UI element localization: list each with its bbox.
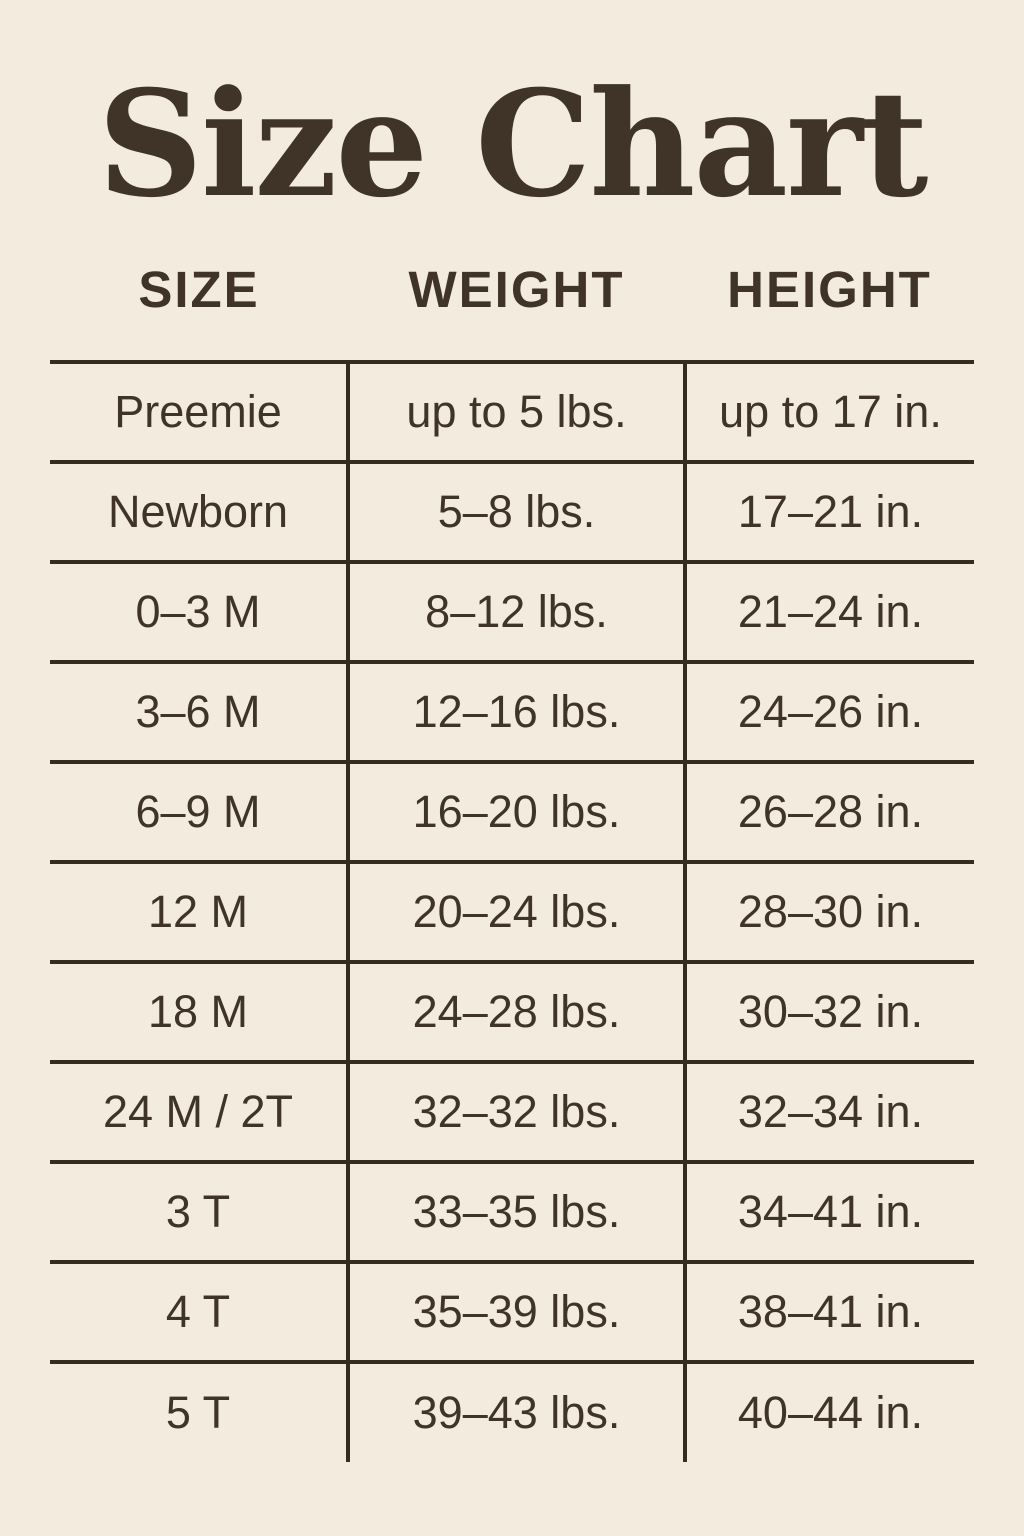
table-row: 3–6 M 12–16 lbs. 24–26 in.	[50, 662, 974, 762]
page-title: Size Chart	[97, 59, 929, 230]
weight-cell: 20–24 lbs.	[346, 862, 687, 962]
height-cell: 38–41 in.	[737, 1286, 924, 1337]
size-cell: Newborn	[107, 486, 289, 537]
size-cell: 12 M	[147, 886, 249, 937]
header-row: SIZE WEIGHT HEIGHT	[50, 218, 974, 362]
height-cell: 30–32 in.	[737, 986, 924, 1037]
height-cell: 21–24 in.	[737, 586, 924, 637]
height-cell: 34–41 in.	[737, 1186, 924, 1237]
table-header: SIZE WEIGHT HEIGHT	[50, 218, 974, 362]
height-cell: 40–44 in.	[737, 1387, 924, 1438]
size-cell: 18 M	[147, 986, 249, 1037]
size-cell: 3–6 M	[135, 686, 261, 737]
weight-cell: 8–12 lbs.	[346, 562, 687, 662]
table-row: 12 M 20–24 lbs. 28–30 in.	[50, 862, 974, 962]
table-row: 3 T 33–35 lbs. 34–41 in.	[50, 1162, 974, 1262]
size-cell: 24 M / 2T	[102, 1086, 294, 1137]
table-row: 24 M / 2T 32–32 lbs. 32–34 in.	[50, 1062, 974, 1162]
height-cell: 24–26 in.	[737, 686, 924, 737]
size-chart-table: SIZE WEIGHT HEIGHT Preemie up to 5 lbs. up…	[50, 218, 974, 1462]
size-cell: 4 T	[165, 1286, 231, 1337]
table-row: 0–3 M 8–12 lbs. 21–24 in.	[50, 562, 974, 662]
weight-cell: 5–8 lbs.	[346, 462, 687, 562]
height-cell: up to 17 in.	[719, 386, 942, 437]
column-header-height: HEIGHT	[727, 260, 932, 318]
weight-cell: 16–20 lbs.	[346, 762, 687, 862]
table-row: Newborn 5–8 lbs. 17–21 in.	[50, 462, 974, 562]
column-header-weight: WEIGHT	[408, 260, 625, 318]
table-row: 6–9 M 16–20 lbs. 26–28 in.	[50, 762, 974, 862]
table-row: Preemie up to 5 lbs. up to 17 in.	[50, 362, 974, 462]
height-cell: 17–21 in.	[737, 486, 924, 537]
height-cell: 32–34 in.	[737, 1086, 924, 1137]
table-body: Preemie up to 5 lbs. up to 17 in. Newborn 5–…	[50, 362, 974, 1462]
size-cell: Preemie	[114, 386, 282, 437]
weight-cell: 39–43 lbs.	[346, 1362, 687, 1462]
size-cell: 0–3 M	[135, 586, 261, 637]
column-header-size: SIZE	[138, 260, 260, 318]
weight-cell: 33–35 lbs.	[346, 1162, 687, 1262]
weight-cell: 32–32 lbs.	[346, 1062, 687, 1162]
size-cell: 3 T	[165, 1186, 231, 1237]
table-row: 18 M 24–28 lbs. 30–32 in.	[50, 962, 974, 1062]
weight-cell: up to 5 lbs.	[346, 362, 687, 462]
size-cell: 6–9 M	[135, 786, 261, 837]
weight-cell: 24–28 lbs.	[346, 962, 687, 1062]
weight-cell: 12–16 lbs.	[346, 662, 687, 762]
height-cell: 28–30 in.	[737, 886, 924, 937]
size-cell: 5 T	[165, 1387, 231, 1438]
table-row: 4 T 35–39 lbs. 38–41 in.	[50, 1262, 974, 1362]
height-cell: 26–28 in.	[737, 786, 924, 837]
weight-cell: 35–39 lbs.	[346, 1262, 687, 1362]
table-row: 5 T 39–43 lbs. 40–44 in.	[50, 1362, 974, 1462]
